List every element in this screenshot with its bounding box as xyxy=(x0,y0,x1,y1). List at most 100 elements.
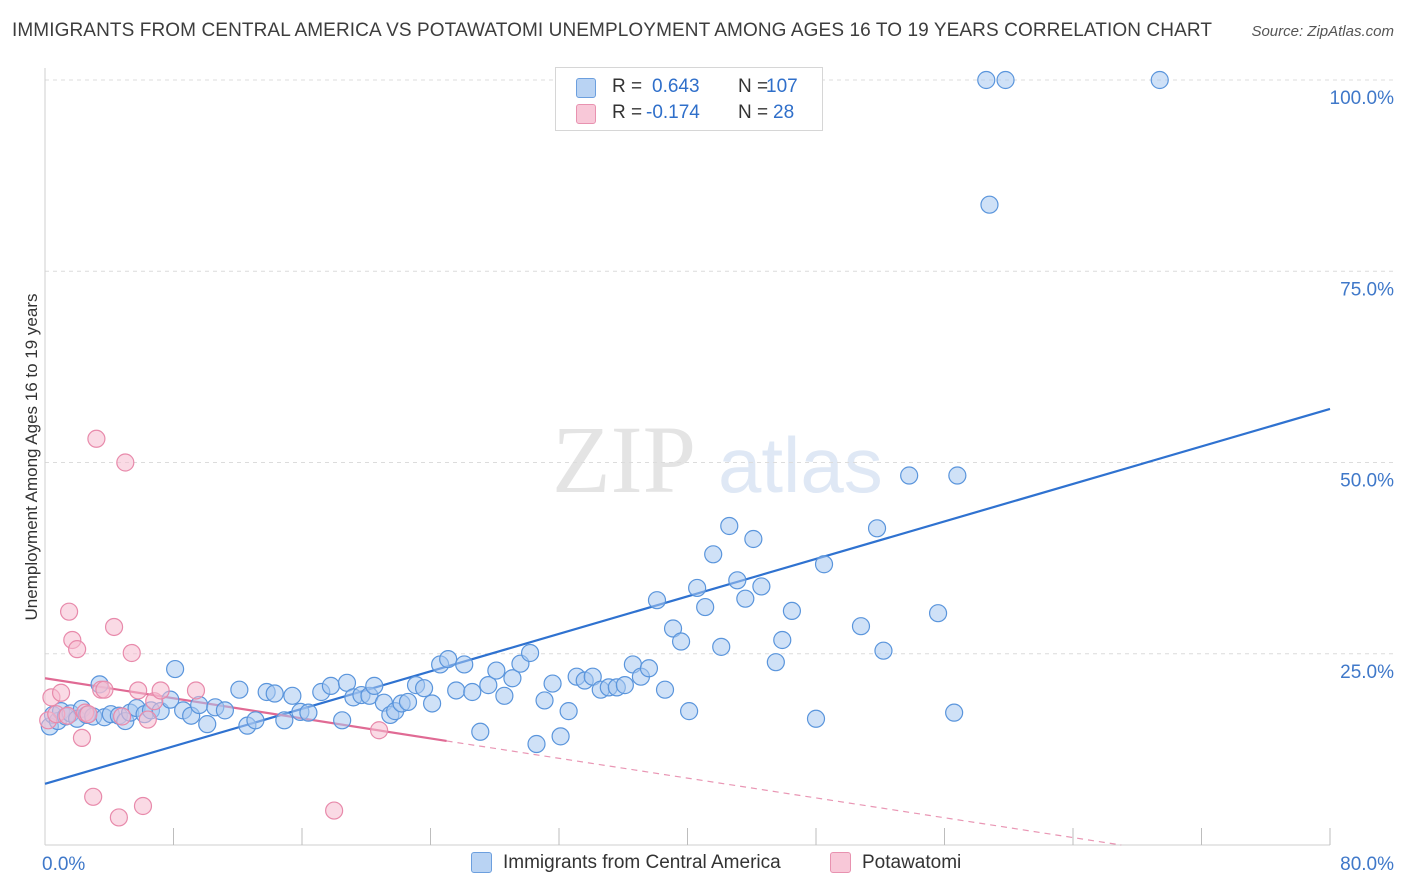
point-potawatomi xyxy=(129,681,148,700)
point-potawatomi xyxy=(122,643,141,663)
point-central-america xyxy=(283,686,302,705)
point-potawatomi xyxy=(138,710,157,729)
points-layer xyxy=(39,70,1169,827)
point-potawatomi xyxy=(68,640,87,659)
y-axis-label: Unemployment Among Ages 16 to 19 years xyxy=(22,294,41,621)
point-central-america xyxy=(696,597,715,617)
point-central-america xyxy=(215,701,234,720)
point-central-america xyxy=(1150,70,1169,90)
legend-r-value: -0.174 xyxy=(646,102,700,123)
point-central-america xyxy=(447,681,466,700)
point-central-america xyxy=(495,686,514,705)
point-central-america xyxy=(867,519,887,538)
point-central-america xyxy=(463,682,482,702)
point-central-america xyxy=(414,679,434,698)
point-potawatomi xyxy=(370,721,389,740)
legend-n-label: N = xyxy=(738,102,769,123)
point-central-america xyxy=(752,577,771,596)
chart-source: Source: ZipAtlas.com xyxy=(1251,23,1394,40)
legend-n-value: 107 xyxy=(766,76,798,97)
trend-extension-potawatomi xyxy=(446,740,1122,846)
watermark: ZIP atlas xyxy=(552,406,883,513)
y-tick-label: 75.0% xyxy=(1340,279,1394,300)
point-central-america xyxy=(520,643,540,663)
point-central-america xyxy=(503,669,522,688)
point-central-america xyxy=(639,659,659,678)
point-central-america xyxy=(814,555,834,574)
point-central-america xyxy=(720,516,739,536)
point-central-america xyxy=(479,676,498,695)
point-central-america xyxy=(728,571,747,590)
point-potawatomi xyxy=(79,705,98,724)
point-central-america xyxy=(704,545,723,564)
point-central-america xyxy=(487,661,506,680)
watermark-atlas: atlas xyxy=(718,421,883,509)
point-central-america xyxy=(265,684,284,703)
legend-r-value: 0.643 xyxy=(652,76,700,97)
point-central-america xyxy=(551,727,570,746)
y-tick-label: 50.0% xyxy=(1340,471,1394,492)
point-central-america xyxy=(980,195,999,214)
watermark-zip: ZIP xyxy=(552,406,696,513)
point-central-america xyxy=(321,676,341,695)
point-central-america xyxy=(647,591,667,610)
point-central-america xyxy=(782,601,802,621)
bottom-legend-label-potawatomi: Potawatomi xyxy=(862,852,962,873)
point-potawatomi xyxy=(116,453,135,472)
point-central-america xyxy=(230,680,249,699)
point-central-america xyxy=(688,578,707,598)
point-central-america xyxy=(299,703,318,722)
point-central-america xyxy=(471,722,490,741)
point-central-america xyxy=(559,702,578,721)
point-potawatomi xyxy=(151,681,170,700)
point-central-america xyxy=(333,711,352,730)
legend-r-label: R = xyxy=(612,76,643,97)
point-potawatomi xyxy=(72,728,92,748)
point-potawatomi xyxy=(59,602,79,621)
legend-swatch-potawatomi xyxy=(576,104,596,124)
point-central-america xyxy=(527,734,546,754)
y-tick-label: 25.0% xyxy=(1340,662,1394,683)
point-central-america xyxy=(680,702,699,721)
point-central-america xyxy=(928,604,948,623)
point-central-america xyxy=(398,692,418,712)
point-central-america xyxy=(900,466,919,485)
correlation-legend: R = 0.643 N = 107 R = -0.174 N = 28 xyxy=(555,67,823,131)
point-central-america xyxy=(874,641,893,660)
point-central-america xyxy=(198,715,217,734)
point-central-america xyxy=(663,619,683,638)
point-potawatomi xyxy=(84,787,103,806)
x-tick-label: 0.0% xyxy=(42,854,85,875)
point-central-america xyxy=(945,703,964,722)
point-potawatomi xyxy=(325,801,344,820)
point-potawatomi xyxy=(186,681,206,700)
point-central-america xyxy=(615,676,634,695)
point-potawatomi xyxy=(95,680,114,699)
x-tick-label: 80.0% xyxy=(1340,854,1394,875)
point-central-america xyxy=(773,630,792,650)
point-central-america xyxy=(671,632,691,651)
legend-n-value: 28 xyxy=(773,102,795,123)
point-central-america xyxy=(455,655,474,674)
point-potawatomi xyxy=(87,429,106,448)
point-central-america xyxy=(439,650,458,669)
label-layer: 25.0% 50.0% 75.0% 100.0% 0.0% 80.0% xyxy=(42,88,1394,875)
point-central-america xyxy=(423,694,442,713)
point-central-america xyxy=(806,709,826,728)
legend-n-label: N = xyxy=(738,76,769,97)
point-central-america xyxy=(736,589,755,608)
point-central-america xyxy=(543,674,562,693)
point-potawatomi xyxy=(104,617,124,637)
point-potawatomi xyxy=(133,796,153,816)
point-potawatomi xyxy=(112,707,132,726)
point-central-america xyxy=(246,711,265,730)
point-potawatomi xyxy=(51,683,71,702)
point-central-america xyxy=(996,70,1015,90)
point-central-america xyxy=(583,667,602,686)
point-central-america xyxy=(766,653,785,672)
point-potawatomi xyxy=(109,808,128,827)
bottom-legend-swatch-potawatomi xyxy=(830,852,851,873)
point-central-america xyxy=(655,680,675,699)
y-tick-label: 100.0% xyxy=(1330,88,1395,109)
